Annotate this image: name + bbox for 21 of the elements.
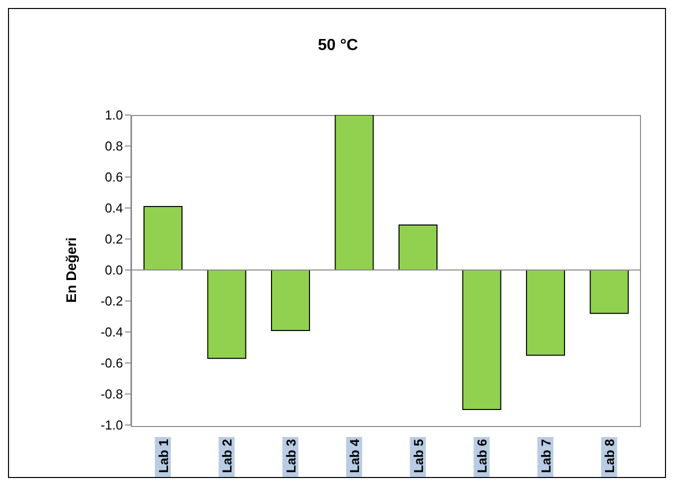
y-tick-label: 0.8 — [104, 138, 123, 154]
x-tick-label: Lab 7 — [538, 439, 554, 473]
y-tick-label: 1.0 — [104, 108, 123, 123]
x-tick-label: Lab 5 — [410, 439, 426, 473]
y-tick-label: -0.2 — [100, 294, 123, 309]
y-tick-label: -0.4 — [100, 324, 123, 340]
x-tick-label: Lab 3 — [283, 439, 298, 473]
y-tick-label: 0.2 — [104, 232, 123, 247]
x-tick-label: Lab 2 — [220, 439, 235, 473]
x-tick-label: Lab 8 — [602, 439, 618, 473]
y-tick-label: 0.4 — [104, 200, 123, 216]
y-tick-label: -0.6 — [100, 356, 123, 371]
x-tick-label: Lab 6 — [474, 439, 490, 473]
y-tick-label: 0.0 — [104, 262, 123, 278]
chart-title: 50 °C — [316, 37, 360, 55]
x-tick-label: Lab 4 — [347, 438, 362, 473]
y-axis-title: En Değeri — [62, 237, 79, 303]
y-tick-label: -1.0 — [100, 418, 123, 433]
y-tick-label: -0.8 — [100, 386, 123, 402]
x-tick-label: Lab 1 — [156, 439, 171, 473]
y-tick-label: 0.6 — [104, 170, 123, 185]
